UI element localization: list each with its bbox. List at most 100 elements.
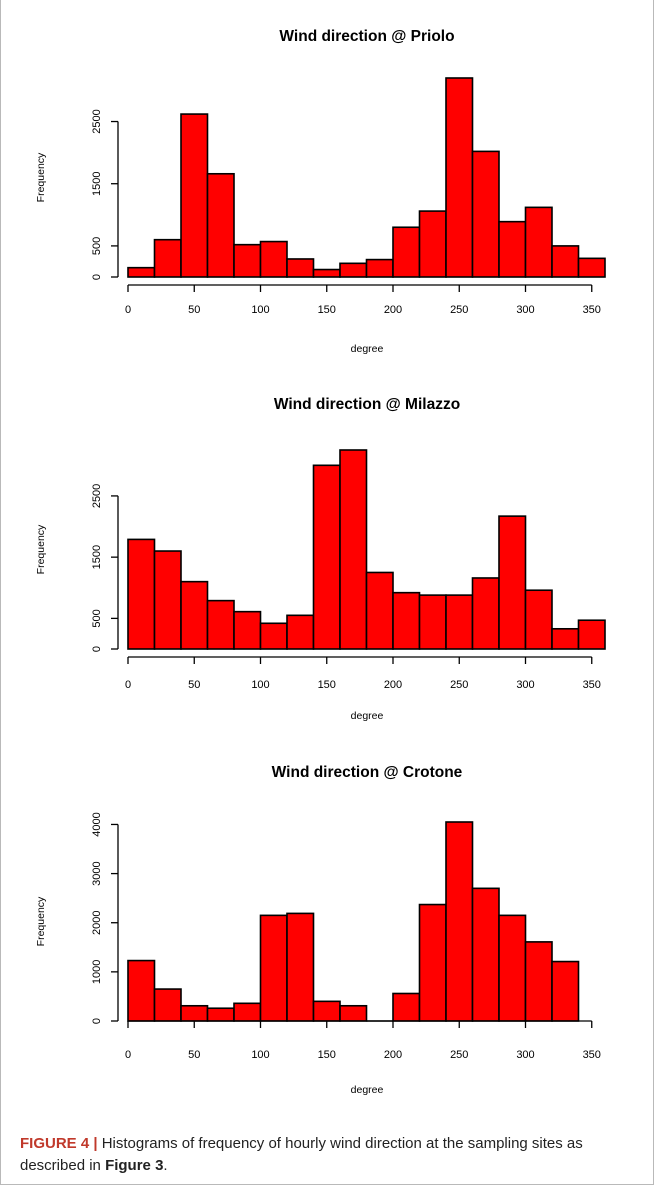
x-tick-label: 250 bbox=[450, 679, 468, 691]
x-tick-label: 100 bbox=[251, 1049, 269, 1061]
histogram-bar bbox=[312, 268, 341, 278]
x-tick-label: 300 bbox=[516, 679, 534, 691]
x-tick-label: 0 bbox=[125, 679, 131, 691]
histogram-bar bbox=[233, 1002, 262, 1022]
histogram-bar bbox=[577, 257, 606, 278]
x-tick-label: 100 bbox=[251, 679, 269, 691]
figure-caption: FIGURE 4 | Histograms of frequency of ho… bbox=[20, 1133, 640, 1177]
y-tick-label: 4000 bbox=[91, 812, 103, 836]
x-axis-label: degree bbox=[351, 710, 384, 722]
histogram-bar bbox=[153, 550, 182, 650]
histogram-bar bbox=[551, 627, 580, 650]
x-tick-label: 50 bbox=[188, 1049, 200, 1061]
histogram-panel-1: Wind direction @ Priolo 0 50 100 150 200 250 30… bbox=[35, 28, 606, 355]
x-tick-label: 300 bbox=[516, 304, 534, 316]
x-tick-label: 200 bbox=[384, 304, 402, 316]
y-tick-label: 1500 bbox=[91, 545, 103, 569]
y-tick-label: 500 bbox=[91, 237, 103, 255]
chart-title: Wind direction @ Crotone bbox=[272, 764, 463, 781]
histogram-bar bbox=[286, 912, 315, 1022]
y-tick-label: 0 bbox=[91, 646, 103, 652]
histogram-bar bbox=[259, 622, 288, 650]
x-axis-label: degree bbox=[351, 1084, 384, 1096]
histogram-bar bbox=[127, 266, 156, 278]
caption-text: Histograms of frequency of hourly wind d… bbox=[20, 1135, 583, 1174]
x-tick-label: 0 bbox=[125, 1049, 131, 1061]
y-axis-label: Frequency bbox=[35, 152, 47, 202]
y-tick-label: 0 bbox=[91, 274, 103, 280]
x-axis-label: degree bbox=[351, 343, 384, 355]
histogram-bar bbox=[153, 988, 182, 1022]
histogram-bar bbox=[206, 172, 235, 278]
histogram-bar bbox=[418, 210, 447, 278]
histogram-bar bbox=[471, 887, 500, 1022]
caption-end: . bbox=[163, 1157, 168, 1174]
histogram-bar bbox=[339, 449, 368, 650]
histogram-bar bbox=[153, 238, 182, 278]
histogram-bar bbox=[577, 619, 606, 650]
y-tick-label: 3000 bbox=[91, 861, 103, 885]
histogram-bar bbox=[418, 594, 447, 650]
chart-title: Wind direction @ Priolo bbox=[279, 28, 454, 45]
x-tick-label: 250 bbox=[450, 304, 468, 316]
histogram-panel-2: Wind direction @ Milazzo 0 50 100 150 200 250 3… bbox=[35, 396, 606, 722]
histogram-bar bbox=[445, 594, 474, 650]
histogram-bar bbox=[551, 960, 580, 1022]
chart-title: Wind direction @ Milazzo bbox=[274, 396, 460, 413]
histogram-bar bbox=[233, 243, 262, 278]
histogram-bar bbox=[339, 262, 368, 278]
histogram-bar bbox=[286, 258, 315, 278]
histogram-bar bbox=[498, 515, 527, 650]
histogram-bar bbox=[524, 589, 553, 650]
histogram-bar bbox=[498, 914, 527, 1022]
histogram-bar bbox=[206, 599, 235, 650]
y-tick-label: 500 bbox=[91, 609, 103, 627]
y-tick-label: 1500 bbox=[91, 171, 103, 195]
y-axis-label: Frequency bbox=[35, 524, 47, 574]
x-tick-label: 150 bbox=[318, 1049, 336, 1061]
histogram-bar bbox=[180, 1004, 209, 1022]
y-tick-label: 2500 bbox=[91, 484, 103, 508]
histogram-bar bbox=[127, 538, 156, 650]
histogram-bar bbox=[259, 240, 288, 278]
x-tick-label: 350 bbox=[583, 304, 601, 316]
histogram-bar bbox=[312, 1000, 341, 1022]
x-tick-label: 300 bbox=[516, 1049, 534, 1061]
histogram-bar bbox=[259, 914, 288, 1022]
histogram-bar bbox=[471, 150, 500, 278]
histogram-bar bbox=[180, 580, 209, 650]
histogram-bar bbox=[233, 610, 262, 650]
x-tick-label: 200 bbox=[384, 1049, 402, 1061]
histogram-bar bbox=[418, 903, 447, 1022]
histogram-bar bbox=[445, 77, 474, 278]
x-tick-label: 50 bbox=[188, 679, 200, 691]
x-tick-label: 350 bbox=[583, 1049, 601, 1061]
x-tick-label: 350 bbox=[583, 679, 601, 691]
histogram-bar bbox=[471, 577, 500, 650]
histogram-bar bbox=[551, 245, 580, 278]
x-tick-label: 50 bbox=[188, 304, 200, 316]
y-axis-label: Frequency bbox=[35, 896, 47, 946]
caption-label: FIGURE 4 | bbox=[20, 1135, 98, 1152]
histogram-bar bbox=[339, 1004, 368, 1022]
x-tick-label: 0 bbox=[125, 304, 131, 316]
histogram-bar bbox=[206, 1007, 235, 1022]
histogram-bar bbox=[498, 220, 527, 278]
histogram-bar bbox=[392, 992, 421, 1022]
x-tick-label: 100 bbox=[251, 304, 269, 316]
x-tick-label: 150 bbox=[318, 679, 336, 691]
histogram-bar bbox=[445, 821, 474, 1022]
histogram-bar bbox=[365, 258, 394, 278]
histogram-bar bbox=[392, 226, 421, 278]
histogram-bar bbox=[365, 571, 394, 650]
histogram-bar bbox=[312, 464, 341, 650]
histogram-bar bbox=[180, 113, 209, 278]
x-tick-label: 250 bbox=[450, 1049, 468, 1061]
x-tick-label: 150 bbox=[318, 304, 336, 316]
y-tick-label: 0 bbox=[91, 1018, 103, 1024]
histogram-panels: Wind direction @ Priolo 0 50 100 150 200 250 30… bbox=[35, 28, 606, 1096]
histogram-panel-3: Wind direction @ Crotone 0 50 100 150 200 250 3… bbox=[35, 764, 601, 1096]
histogram-bar bbox=[286, 614, 315, 650]
x-tick-label: 200 bbox=[384, 679, 402, 691]
